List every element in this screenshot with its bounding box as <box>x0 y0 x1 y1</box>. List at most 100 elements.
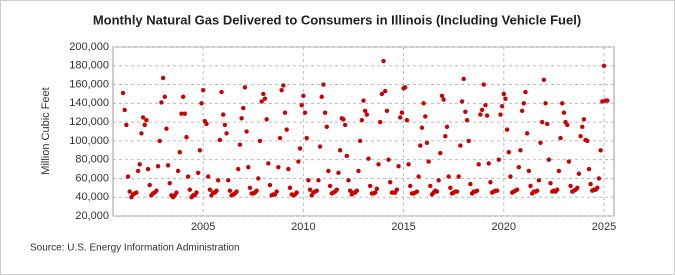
data-point <box>144 118 149 123</box>
data-point <box>424 140 430 145</box>
y-tick-label: 200,000 <box>69 41 109 53</box>
data-point <box>162 94 167 99</box>
data-point <box>503 96 508 101</box>
data-point <box>221 112 226 117</box>
data-point <box>224 131 229 136</box>
y-tick-label: 120,000 <box>69 116 109 128</box>
data-point <box>539 119 545 125</box>
data-point <box>120 90 126 96</box>
data-point <box>262 96 268 101</box>
data-point <box>266 161 271 166</box>
data-point <box>287 185 293 191</box>
data-point <box>361 98 366 103</box>
data-point <box>337 148 343 153</box>
data-point <box>377 119 383 125</box>
source-note: Source: U.S. Energy Information Administ… <box>30 243 240 254</box>
data-point <box>546 157 552 162</box>
data-point <box>236 166 241 172</box>
data-point <box>321 82 326 87</box>
data-point <box>601 63 607 68</box>
data-point <box>414 189 420 194</box>
data-point <box>545 121 550 127</box>
data-point <box>416 174 421 179</box>
data-point <box>167 180 172 186</box>
data-point <box>438 150 443 156</box>
data-point <box>541 77 547 83</box>
data-point <box>543 101 548 106</box>
data-point <box>481 82 486 87</box>
data-point <box>586 166 592 172</box>
data-point <box>327 183 333 189</box>
data-point <box>157 138 162 144</box>
data-point <box>237 142 243 147</box>
data-point <box>261 91 266 97</box>
data-point <box>595 185 600 191</box>
data-point <box>359 118 365 123</box>
data-point <box>155 164 161 169</box>
data-point <box>356 168 361 174</box>
data-point <box>334 187 339 192</box>
data-point <box>526 168 532 174</box>
data-point <box>581 117 587 122</box>
data-point <box>561 110 567 115</box>
data-point <box>197 148 203 153</box>
data-point <box>585 138 590 144</box>
y-tick-label: 40,000 <box>75 191 109 203</box>
data-point <box>264 117 269 122</box>
data-point <box>534 188 540 193</box>
data-point <box>242 85 248 90</box>
data-point <box>267 182 273 188</box>
data-point <box>239 116 244 121</box>
data-point <box>519 108 525 114</box>
x-tick-label: 2010 <box>291 221 315 233</box>
data-point <box>205 174 211 179</box>
data-point <box>204 121 209 127</box>
data-point <box>214 188 219 193</box>
data-point <box>441 97 446 102</box>
data-point <box>199 101 204 106</box>
data-point <box>428 183 433 189</box>
data-point <box>598 148 603 153</box>
chart-title: Monthly Natural Gas Delivered to Consume… <box>93 12 581 27</box>
data-point <box>319 94 324 99</box>
x-tick-label: 2015 <box>391 221 415 233</box>
data-point <box>483 103 488 108</box>
data-point <box>145 166 151 172</box>
data-point <box>324 124 329 130</box>
data-point <box>367 183 373 189</box>
data-point <box>140 115 146 120</box>
data-point <box>376 162 381 167</box>
data-point <box>556 168 562 174</box>
data-point <box>135 168 141 174</box>
data-point <box>486 161 491 166</box>
data-point <box>518 148 523 153</box>
data-point <box>274 189 279 194</box>
data-point <box>147 182 152 188</box>
data-point <box>576 171 582 176</box>
data-point <box>464 118 470 123</box>
data-point <box>461 76 466 82</box>
data-point <box>508 174 513 179</box>
data-point <box>344 153 350 159</box>
data-point <box>504 127 510 132</box>
y-tick-label: 20,000 <box>75 210 109 222</box>
data-point <box>458 143 463 148</box>
y-tick-label: 80,000 <box>75 154 109 166</box>
data-point <box>222 122 228 128</box>
data-point <box>137 162 142 167</box>
data-point <box>282 110 288 115</box>
data-point <box>302 110 308 115</box>
data-point <box>316 178 321 183</box>
data-point <box>357 138 363 144</box>
data-point <box>297 146 303 151</box>
data-point <box>200 87 206 93</box>
data-point <box>478 112 483 117</box>
y-tick-label: 180,000 <box>69 60 109 72</box>
data-point <box>256 176 261 181</box>
data-point <box>444 124 450 130</box>
data-point <box>194 190 199 195</box>
data-point <box>366 156 371 161</box>
data-point <box>406 162 411 167</box>
data-point <box>134 190 139 195</box>
data-point <box>364 112 370 117</box>
